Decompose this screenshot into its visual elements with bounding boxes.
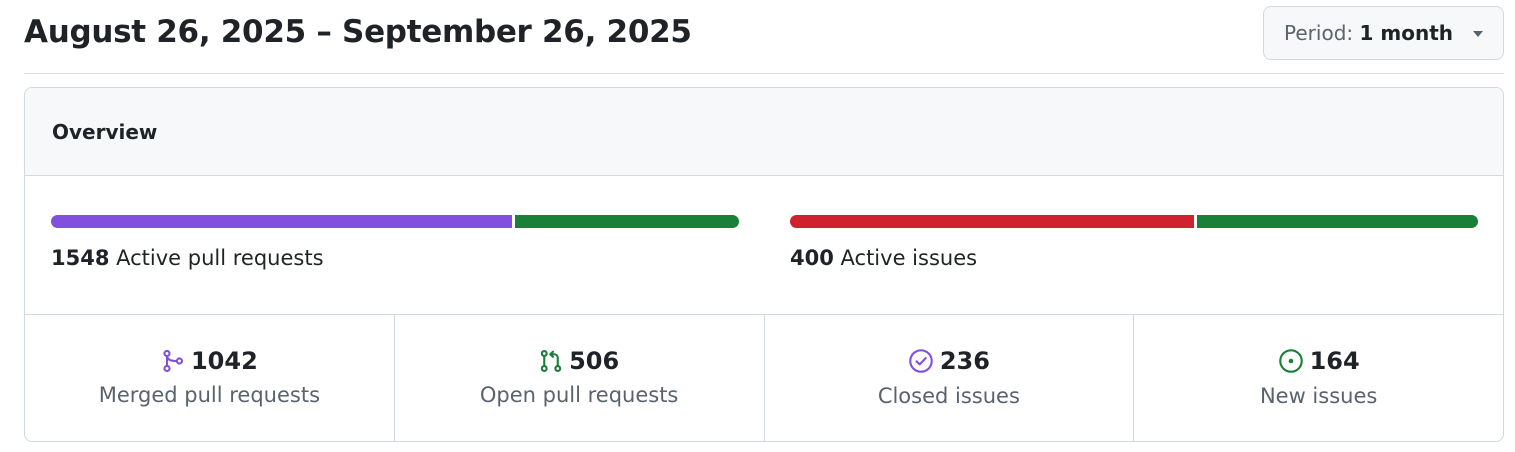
closed-issues-value: 236 bbox=[939, 347, 990, 375]
open-pull-requests-label: Open pull requests bbox=[479, 383, 679, 407]
period-dropdown-button[interactable]: Period: 1 month bbox=[1263, 6, 1504, 60]
merged-pull-requests-segment[interactable] bbox=[51, 215, 512, 228]
open-pull-requests-segment[interactable] bbox=[515, 215, 739, 228]
new-issues-stat[interactable]: 164 New issues bbox=[1134, 315, 1503, 441]
merged-pull-requests-label: Merged pull requests bbox=[98, 383, 321, 407]
header: August 26, 2025 – September 26, 2025 Per… bbox=[24, 0, 1504, 74]
caret-down-icon bbox=[1473, 31, 1483, 37]
overview-stats: 1042 Merged pull requests 506 Open pull … bbox=[25, 315, 1503, 441]
overview-summary: 1548 Active pull requests 400 Active iss… bbox=[25, 176, 1503, 315]
open-pull-requests-value: 506 bbox=[569, 347, 620, 375]
merged-pull-requests-stat[interactable]: 1042 Merged pull requests bbox=[25, 315, 395, 441]
closed-issues-segment[interactable] bbox=[790, 215, 1194, 228]
open-pull-requests-stat[interactable]: 506 Open pull requests bbox=[395, 315, 765, 441]
active-pull-requests-label: 1548 Active pull requests bbox=[51, 246, 324, 270]
issue-closed-icon bbox=[909, 349, 933, 373]
active-issues-label: 400 Active issues bbox=[790, 246, 977, 270]
git-pull-request-icon bbox=[540, 350, 562, 372]
issue-opened-icon bbox=[1278, 349, 1303, 373]
new-issues-label: New issues bbox=[1259, 384, 1378, 408]
active-pull-requests-count: 1548 bbox=[51, 246, 110, 270]
git-merge-icon bbox=[163, 349, 184, 373]
merged-pull-requests-value: 1042 bbox=[190, 347, 258, 375]
new-issues-segment[interactable] bbox=[1197, 215, 1478, 228]
active-issues-count: 400 bbox=[790, 246, 834, 270]
period-prefix: Period: bbox=[1284, 21, 1354, 45]
closed-issues-stat[interactable]: 236 Closed issues bbox=[765, 315, 1135, 441]
overview-card: Overview 1548 Active pull requests 400 A… bbox=[24, 87, 1504, 442]
active-issues-text: Active issues bbox=[840, 246, 978, 270]
period-value: 1 month bbox=[1359, 21, 1454, 45]
closed-issues-label: Closed issues bbox=[877, 384, 1020, 408]
overview-header: Overview bbox=[25, 88, 1503, 176]
overview-title: Overview bbox=[52, 120, 158, 144]
date-range-title: August 26, 2025 – September 26, 2025 bbox=[24, 14, 692, 50]
issues-bar bbox=[790, 215, 1478, 228]
new-issues-value: 164 bbox=[1309, 347, 1360, 375]
active-pull-requests-text: Active pull requests bbox=[116, 246, 324, 270]
pull-requests-bar bbox=[51, 215, 739, 228]
